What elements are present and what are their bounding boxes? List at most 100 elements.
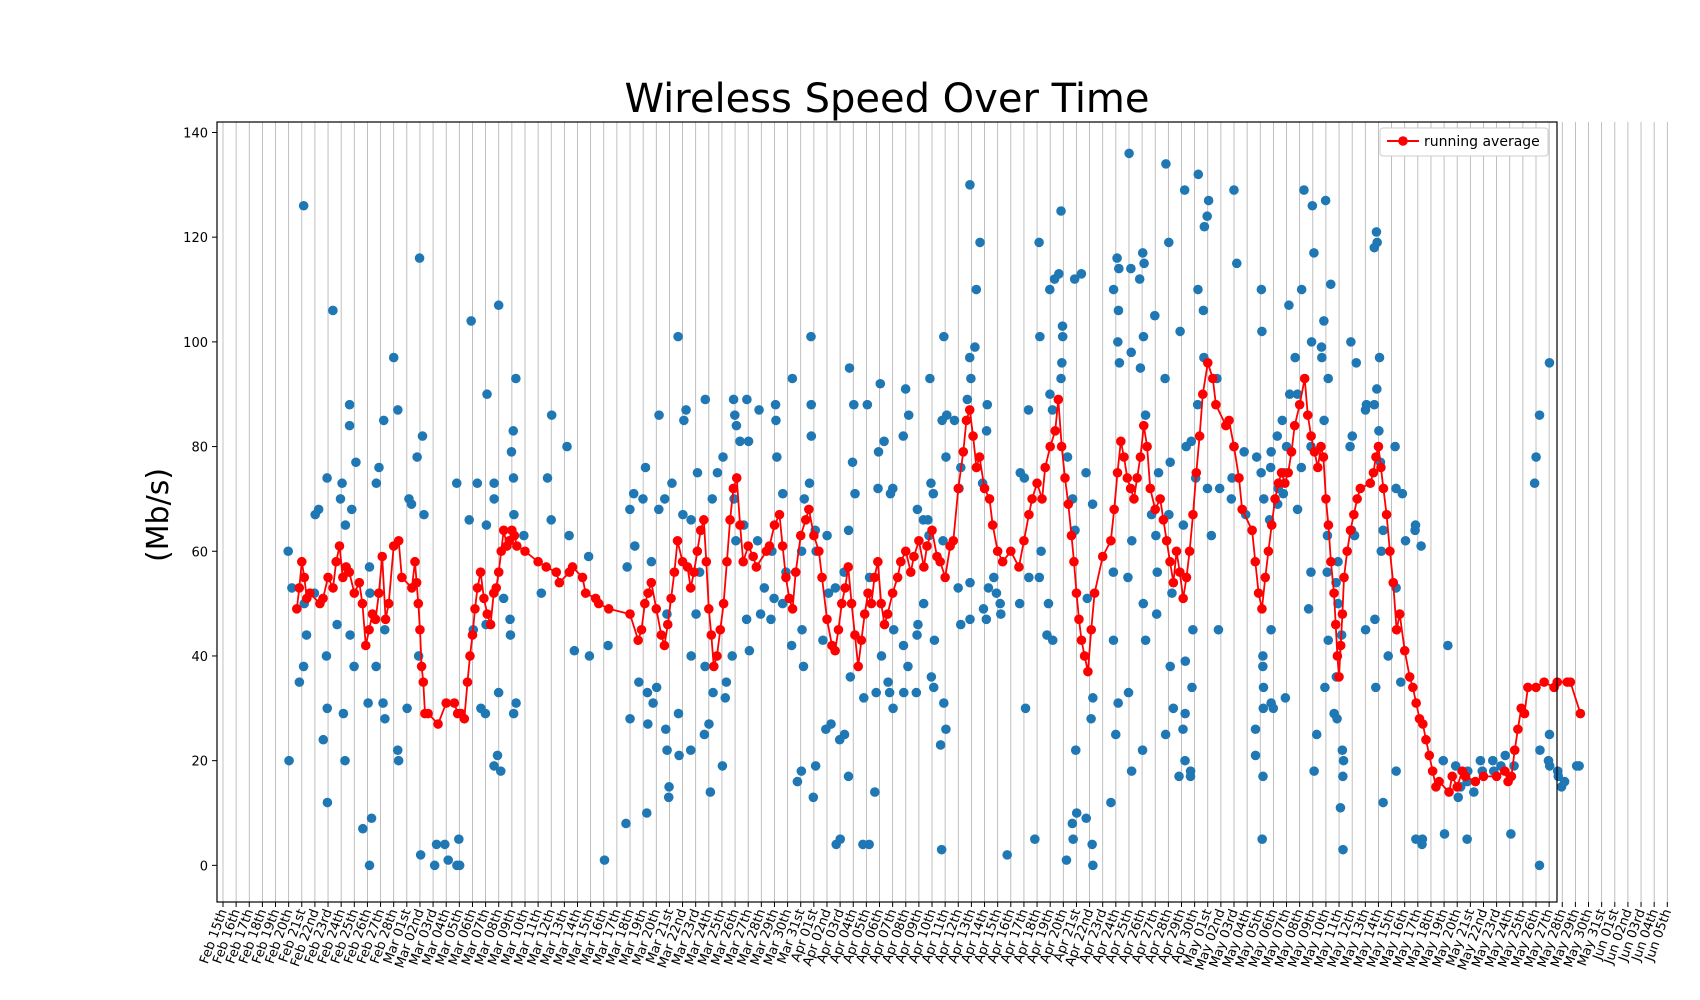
running-average-point bbox=[1421, 734, 1431, 745]
scatter-point bbox=[926, 478, 936, 489]
scatter-point bbox=[1061, 855, 1072, 865]
scatter-point bbox=[971, 284, 982, 295]
running-average-point bbox=[1444, 787, 1454, 797]
running-average-point bbox=[470, 604, 480, 614]
scatter-point bbox=[1088, 860, 1098, 871]
running-average-point bbox=[580, 588, 591, 598]
scatter-point bbox=[685, 745, 696, 755]
running-average-point bbox=[887, 588, 898, 598]
running-average-point bbox=[1355, 483, 1366, 494]
running-average-point bbox=[856, 635, 867, 646]
scatter-point bbox=[464, 515, 475, 525]
running-average-point bbox=[822, 614, 832, 625]
scatter-point bbox=[941, 724, 951, 735]
scatter-point bbox=[1160, 373, 1170, 384]
running-average-point bbox=[1519, 708, 1530, 719]
scatter-point bbox=[379, 624, 390, 635]
scatter-point bbox=[1229, 185, 1239, 195]
running-average-point bbox=[662, 619, 673, 630]
running-average-point bbox=[541, 562, 552, 572]
running-average-point bbox=[1032, 478, 1042, 489]
scatter-point bbox=[830, 583, 841, 593]
scatter-point bbox=[1250, 724, 1261, 735]
scatter-point bbox=[772, 452, 782, 462]
scatter-point bbox=[923, 515, 933, 525]
running-average-point bbox=[1019, 535, 1029, 546]
scatter-point bbox=[1531, 452, 1541, 462]
running-average-point bbox=[1024, 509, 1034, 520]
scatter-point bbox=[351, 457, 361, 468]
running-average-point bbox=[781, 572, 791, 583]
scatter-point bbox=[1299, 185, 1309, 195]
running-average-point bbox=[296, 556, 307, 567]
running-average-point bbox=[334, 541, 345, 551]
running-average-point bbox=[833, 624, 844, 635]
scatter-point bbox=[298, 661, 309, 672]
scatter-point bbox=[1574, 761, 1584, 771]
scatter-point bbox=[1258, 494, 1269, 504]
scatter-point bbox=[1106, 797, 1116, 808]
running-average-point bbox=[1175, 567, 1185, 578]
running-average-point bbox=[318, 593, 328, 604]
scatter-point bbox=[686, 515, 696, 525]
running-average-point bbox=[1161, 535, 1172, 546]
scatter-point bbox=[1258, 771, 1268, 782]
scatter-point bbox=[662, 745, 672, 755]
running-average-point bbox=[1316, 441, 1326, 452]
scatter-point bbox=[898, 640, 909, 651]
running-average-point bbox=[1349, 509, 1359, 520]
scatter-point bbox=[792, 776, 803, 787]
scatter-point bbox=[806, 399, 817, 410]
scatter-point bbox=[1112, 253, 1122, 263]
running-average-point bbox=[1165, 556, 1175, 567]
scatter-point bbox=[1014, 598, 1025, 609]
scatter-point bbox=[298, 200, 309, 211]
running-average-point bbox=[449, 698, 460, 708]
running-average-point bbox=[485, 619, 496, 630]
running-average-point bbox=[1116, 436, 1126, 447]
scatter-point bbox=[1416, 541, 1426, 551]
scatter-point bbox=[742, 394, 752, 405]
running-average-point bbox=[1135, 452, 1146, 462]
running-average-point bbox=[1523, 682, 1533, 693]
scatter-point bbox=[1316, 342, 1327, 352]
running-average-line bbox=[295, 362, 1582, 794]
scatter-point bbox=[983, 583, 994, 593]
scatter-point bbox=[796, 766, 807, 776]
running-average-point bbox=[423, 708, 433, 719]
scatter-point bbox=[599, 855, 610, 865]
scatter-point bbox=[332, 619, 342, 630]
legend: running average bbox=[1379, 127, 1549, 157]
running-average-point bbox=[704, 604, 714, 614]
scatter-point bbox=[653, 504, 664, 515]
scatter-point bbox=[700, 661, 710, 672]
running-average-point bbox=[1040, 462, 1050, 473]
running-average-point bbox=[357, 598, 368, 609]
y-tick-label: 60 bbox=[191, 545, 208, 560]
scatter-point bbox=[1469, 787, 1479, 797]
scatter-point bbox=[340, 755, 350, 766]
scatter-point bbox=[1346, 337, 1356, 347]
scatter-point bbox=[862, 399, 873, 410]
scatter-point bbox=[1309, 248, 1319, 258]
scatter-point bbox=[366, 813, 377, 824]
scatter-point bbox=[1165, 457, 1176, 468]
running-average-point bbox=[1332, 651, 1343, 661]
running-average-point bbox=[718, 598, 729, 609]
scatter-point bbox=[419, 509, 429, 520]
scatter-point bbox=[1138, 331, 1149, 342]
scatter-point bbox=[1322, 530, 1333, 541]
scatter-point bbox=[1450, 761, 1461, 771]
scatter-point bbox=[727, 651, 737, 661]
running-average-point bbox=[338, 572, 348, 583]
running-average-point bbox=[1194, 431, 1205, 441]
scatter-point bbox=[900, 384, 911, 394]
scatter-point bbox=[705, 787, 716, 797]
running-average-point bbox=[493, 567, 504, 578]
scatter-point bbox=[393, 755, 404, 766]
running-average-point bbox=[1109, 504, 1119, 515]
running-average-point bbox=[491, 583, 502, 593]
running-average-point bbox=[520, 546, 530, 557]
scatter-point bbox=[1360, 405, 1371, 415]
scatter-point bbox=[414, 253, 425, 263]
